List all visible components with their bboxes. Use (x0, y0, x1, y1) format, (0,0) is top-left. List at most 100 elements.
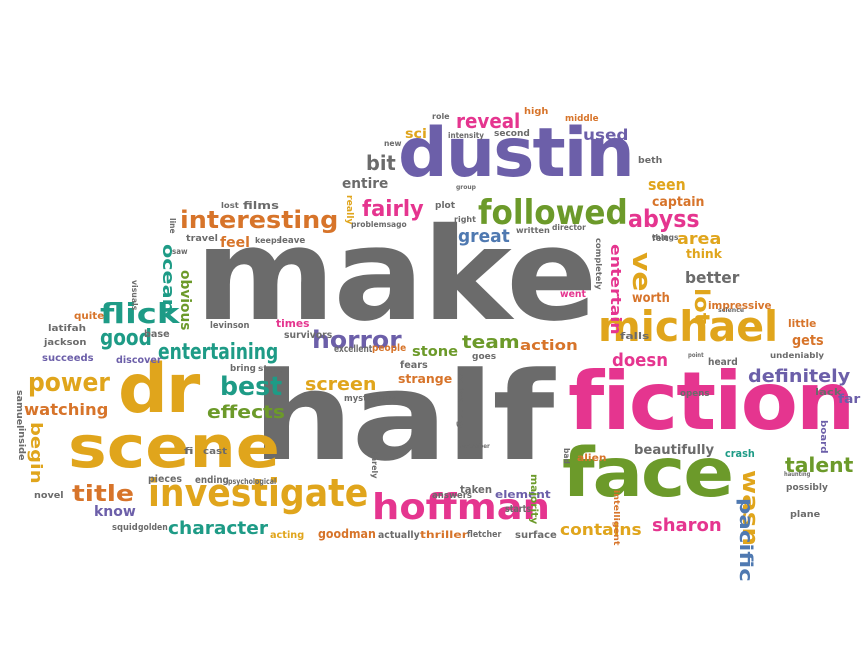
word-director: director (552, 223, 586, 232)
word-plot: plot (435, 201, 456, 211)
word-make: make (195, 201, 598, 350)
word-abyss: abyss (628, 205, 700, 233)
word-horror: horror (312, 326, 402, 354)
word-science: science (718, 307, 745, 314)
word-investigate: investigate (148, 471, 369, 515)
word-ago: ago (391, 220, 407, 229)
word-power: power (28, 368, 110, 398)
word-pacific: pacific (735, 498, 756, 582)
word-lack: lack (815, 388, 842, 398)
word-right: right (454, 215, 476, 224)
word-levinson: levinson (210, 321, 250, 331)
word-majority: majority (528, 474, 539, 525)
word-base: base (144, 329, 170, 340)
word-watching: watching (24, 400, 109, 419)
word-action: action (520, 338, 578, 354)
word-second: second (494, 129, 530, 139)
word-bring: bring (230, 364, 256, 374)
word-keeps: keeps (255, 236, 282, 245)
word-surface: surface (515, 530, 557, 541)
word-goodman: goodman (318, 527, 376, 541)
word-great: great (458, 226, 510, 247)
word-fairly: fairly (362, 197, 424, 222)
word-michael: michael (598, 302, 779, 351)
word-goes: goes (472, 352, 497, 362)
word-used: used (583, 126, 629, 144)
word-best: best (220, 372, 283, 402)
word-impressive: impressive (708, 299, 772, 312)
word-group: group (456, 184, 476, 191)
word-dr: dr (118, 350, 200, 429)
word-interesting: interesting (180, 206, 339, 234)
word-plane: plane (790, 510, 821, 520)
word-discover: discover (116, 355, 162, 366)
word-good: good (100, 326, 152, 351)
word-fletcher: fletcher (467, 530, 502, 540)
word-sci: sci (405, 127, 427, 142)
word-high: high (524, 107, 549, 117)
word-bit: bit (366, 151, 396, 175)
word-heard: heard (708, 357, 738, 368)
word-contains: contains (560, 520, 642, 539)
word-followed: followed (478, 193, 628, 233)
word-starts: starts (505, 504, 532, 515)
word-people: people (372, 343, 407, 354)
word-entertaining: entertaining (158, 340, 279, 365)
word-went: went (560, 289, 586, 300)
word-gets: gets (792, 333, 824, 349)
word-pieces: pieces (148, 474, 183, 485)
word-reveal: reveal (456, 109, 521, 133)
word-novel: novel (34, 491, 64, 501)
word-times: times (276, 317, 310, 330)
word-captain: captain (652, 195, 705, 210)
word-answers: answers (432, 491, 473, 501)
word-middle: middle (565, 114, 599, 124)
word-hoffman: hoffman (372, 487, 550, 528)
word-doesn: doesn (612, 350, 668, 371)
word-role: role (432, 112, 450, 121)
word-psychological: psychological (228, 477, 277, 486)
word-area: area (677, 229, 722, 248)
word-ending: ending (195, 475, 229, 486)
word-intensity: intensity (448, 131, 484, 140)
word-board: board (818, 420, 828, 454)
word-actually: actually (378, 530, 420, 541)
word-effects: effects (207, 402, 285, 423)
word-little: little (788, 317, 817, 330)
word-lost: lost (221, 201, 239, 210)
word-begin: begin (27, 422, 46, 484)
word-character: character (168, 518, 269, 539)
word-stone: stone (412, 344, 459, 360)
word-talent: talent (785, 453, 854, 477)
word-half: half (252, 346, 554, 488)
word-excellent: excellent (334, 344, 373, 355)
word-acting: acting (270, 530, 305, 541)
word-saw: saw (172, 247, 188, 256)
word-undeniably: undeniably (770, 351, 825, 360)
word-obvious: obvious (177, 270, 193, 331)
word-far: far (838, 392, 861, 406)
word-better: better (685, 268, 740, 287)
word-cast: cast (203, 447, 228, 457)
word-entire: entire (342, 176, 389, 192)
word-worth: worth (632, 291, 670, 306)
word-crash: crash (725, 447, 755, 460)
word-thriller: thriller (420, 530, 468, 541)
word-sharon: sharon (652, 515, 722, 536)
word-strange: strange (398, 372, 453, 386)
word-taken: taken (460, 483, 492, 496)
word-squid: squid (112, 523, 138, 533)
word-team: team (462, 332, 520, 353)
word-definitely: definitely (748, 366, 851, 387)
word-quite: quite (74, 311, 105, 322)
word-barely: barely (370, 450, 379, 479)
word-indicating: indicating (456, 368, 465, 429)
word-fiction: fiction (568, 355, 855, 448)
word-think: think (686, 247, 722, 261)
word-bad: bad (562, 448, 571, 464)
word-point: point (688, 352, 704, 359)
word-intelligent: intelligent (612, 490, 621, 546)
word-screen: screen (305, 374, 377, 395)
word-travel: travel (186, 234, 218, 244)
word-beth: beth (638, 156, 663, 166)
